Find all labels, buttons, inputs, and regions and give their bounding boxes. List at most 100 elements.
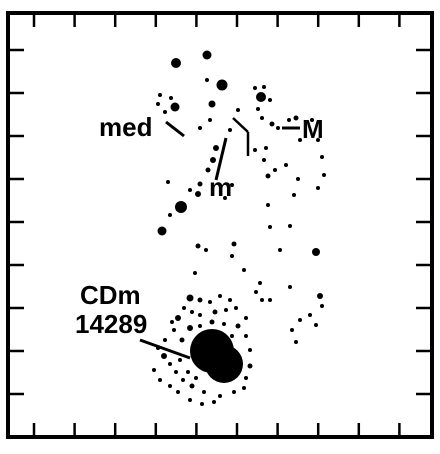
star xyxy=(236,108,240,112)
star xyxy=(242,386,246,390)
star xyxy=(312,248,320,256)
star xyxy=(266,203,270,207)
star xyxy=(228,128,232,132)
star xyxy=(205,78,209,82)
label-med: med xyxy=(99,112,152,142)
star xyxy=(163,110,167,114)
star-field xyxy=(152,50,326,406)
star xyxy=(235,323,241,329)
star xyxy=(256,92,266,102)
star xyxy=(168,213,172,217)
star xyxy=(170,320,174,324)
star xyxy=(253,86,257,90)
star xyxy=(253,148,257,152)
med-pointer xyxy=(165,120,185,138)
star xyxy=(195,243,201,249)
star xyxy=(186,370,190,374)
star xyxy=(208,100,216,108)
label-cdm: CDm xyxy=(80,280,141,310)
star xyxy=(296,177,300,181)
star xyxy=(175,315,181,321)
star xyxy=(190,310,194,314)
star xyxy=(290,328,294,332)
star xyxy=(212,309,218,315)
star xyxy=(314,323,318,327)
star xyxy=(218,294,222,298)
star xyxy=(234,306,238,310)
star xyxy=(223,196,227,200)
star xyxy=(260,298,264,302)
star xyxy=(166,180,170,184)
star xyxy=(202,50,212,60)
star xyxy=(182,306,186,310)
star xyxy=(195,191,201,197)
star xyxy=(232,390,236,394)
star xyxy=(262,158,266,162)
star xyxy=(161,353,167,359)
star xyxy=(172,328,176,332)
label-cdm-number: 14289 xyxy=(75,309,147,339)
star xyxy=(157,226,167,236)
star xyxy=(197,181,203,187)
star xyxy=(200,402,204,406)
star xyxy=(298,318,302,322)
m-pointer xyxy=(214,137,228,181)
star xyxy=(294,340,298,344)
star xyxy=(244,376,248,380)
star xyxy=(244,334,248,338)
star xyxy=(264,146,268,150)
star xyxy=(205,167,211,173)
star xyxy=(292,193,296,197)
star xyxy=(169,96,173,100)
star xyxy=(293,115,299,121)
star xyxy=(181,378,185,382)
star xyxy=(194,376,198,380)
star xyxy=(188,188,192,192)
cdm-pointer xyxy=(139,338,191,360)
star xyxy=(208,300,212,304)
star xyxy=(268,298,272,302)
star xyxy=(247,363,253,369)
star xyxy=(278,248,282,252)
star xyxy=(308,313,312,317)
star xyxy=(288,224,292,228)
star xyxy=(176,390,180,394)
star xyxy=(320,304,324,308)
star xyxy=(208,118,212,122)
star xyxy=(213,145,219,151)
star xyxy=(268,225,272,229)
star xyxy=(310,118,314,122)
star xyxy=(298,138,302,142)
star xyxy=(189,383,195,389)
star xyxy=(152,368,156,372)
star xyxy=(187,325,193,331)
star xyxy=(230,254,234,258)
star xyxy=(175,201,187,213)
star xyxy=(168,384,172,388)
star xyxy=(174,370,178,374)
bracket-diag xyxy=(232,117,249,133)
star xyxy=(170,102,180,112)
star xyxy=(179,337,185,343)
star xyxy=(186,294,194,302)
star xyxy=(197,297,203,303)
star xyxy=(156,102,160,106)
star xyxy=(265,173,271,179)
star xyxy=(198,324,202,328)
star xyxy=(158,93,162,97)
star xyxy=(258,281,262,285)
star xyxy=(260,116,264,120)
star xyxy=(212,400,216,404)
star xyxy=(228,298,232,302)
star xyxy=(198,126,202,130)
star xyxy=(269,121,275,127)
star xyxy=(242,268,246,272)
star xyxy=(171,58,181,68)
star xyxy=(273,168,277,172)
frame xyxy=(6,11,434,439)
star xyxy=(284,163,288,167)
star xyxy=(198,313,202,317)
star xyxy=(188,398,192,402)
